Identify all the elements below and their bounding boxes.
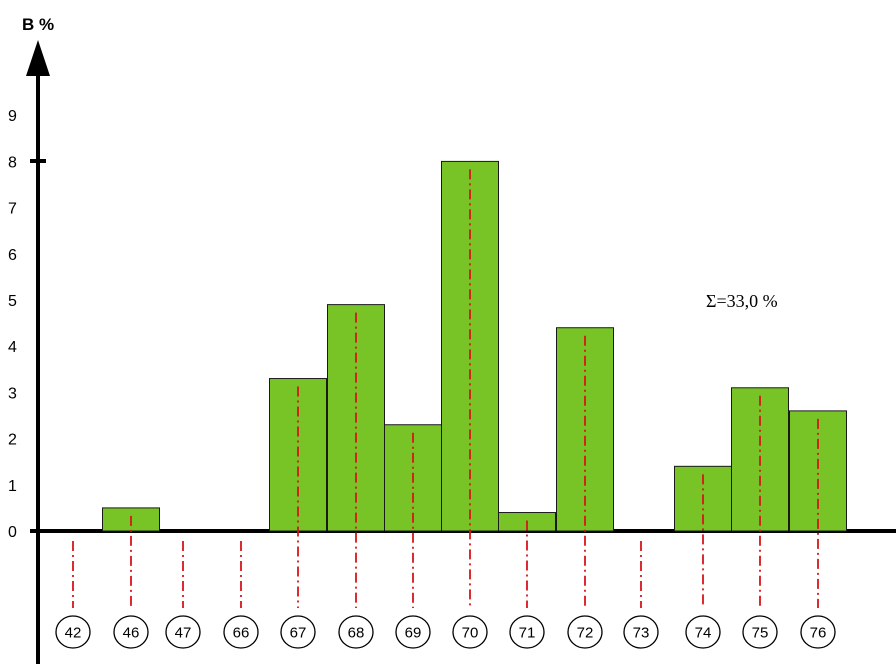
category-label-67: 67 [290, 625, 307, 642]
y-axis-arrowhead [26, 40, 50, 76]
category-label-69: 69 [405, 625, 422, 642]
category-marker-lines [72, 169, 819, 608]
sum-annotation: Σ=33,0 % [706, 291, 778, 311]
category-circle-74 [685, 615, 721, 649]
category-marker-72: 72 [567, 615, 603, 649]
category-marker-70: 70 [452, 615, 488, 649]
category-marker-69: 69 [395, 615, 431, 649]
category-circle-68 [338, 615, 374, 649]
bars [102, 160, 847, 532]
category-circle-42 [55, 615, 91, 649]
y-tick-label-9: 9 [8, 108, 17, 125]
category-marker-73: 73 [623, 615, 659, 649]
category-circle-67 [280, 615, 316, 649]
y-tick-label-5: 5 [8, 293, 17, 310]
category-label-74: 74 [695, 625, 712, 642]
category-marker-47: 47 [165, 615, 201, 649]
category-circle-73 [623, 615, 659, 649]
category-label-46: 46 [123, 625, 140, 642]
category-label-73: 73 [633, 625, 650, 642]
bar-76 [789, 410, 847, 532]
y-tick-labels: 0 1 2 3 4 5 6 7 8 9 [8, 108, 17, 541]
category-label-47: 47 [175, 625, 192, 642]
category-markers: 42 46 47 66 67 68 69 70 71 72 73 74 75 76 [55, 615, 836, 649]
y-tick-label-7: 7 [8, 201, 17, 218]
category-label-76: 76 [810, 625, 827, 642]
y-tick-label-2: 2 [8, 432, 17, 449]
category-marker-42: 42 [55, 615, 91, 649]
category-marker-67: 67 [280, 615, 316, 649]
category-marker-75: 75 [742, 615, 778, 649]
y-axis-label: B % [22, 15, 54, 34]
category-circle-71 [509, 615, 545, 649]
category-marker-71: 71 [509, 615, 545, 649]
y-tick-label-0: 0 [8, 524, 17, 541]
category-circle-76 [800, 615, 836, 649]
y-tick-label-3: 3 [8, 385, 17, 402]
category-marker-66: 66 [223, 615, 259, 649]
category-circle-70 [452, 615, 488, 649]
category-label-71: 71 [519, 625, 536, 642]
category-circle-66 [223, 615, 259, 649]
y-tick-label-1: 1 [8, 478, 17, 495]
category-circle-47 [165, 615, 201, 649]
y-tick-label-8: 8 [8, 154, 17, 171]
category-label-70: 70 [462, 625, 479, 642]
category-label-42: 42 [65, 625, 82, 642]
category-label-75: 75 [752, 625, 769, 642]
category-circle-69 [395, 615, 431, 649]
y-tick-label-6: 6 [8, 247, 17, 264]
category-marker-46: 46 [113, 615, 149, 649]
category-marker-76: 76 [800, 615, 836, 649]
y-tick-label-4: 4 [8, 339, 17, 356]
category-circle-46 [113, 615, 149, 649]
category-marker-74: 74 [685, 615, 721, 649]
category-circle-72 [567, 615, 603, 649]
category-label-66: 66 [233, 625, 250, 642]
category-marker-68: 68 [338, 615, 374, 649]
category-label-72: 72 [577, 625, 594, 642]
category-label-68: 68 [348, 625, 365, 642]
category-circle-75 [742, 615, 778, 649]
